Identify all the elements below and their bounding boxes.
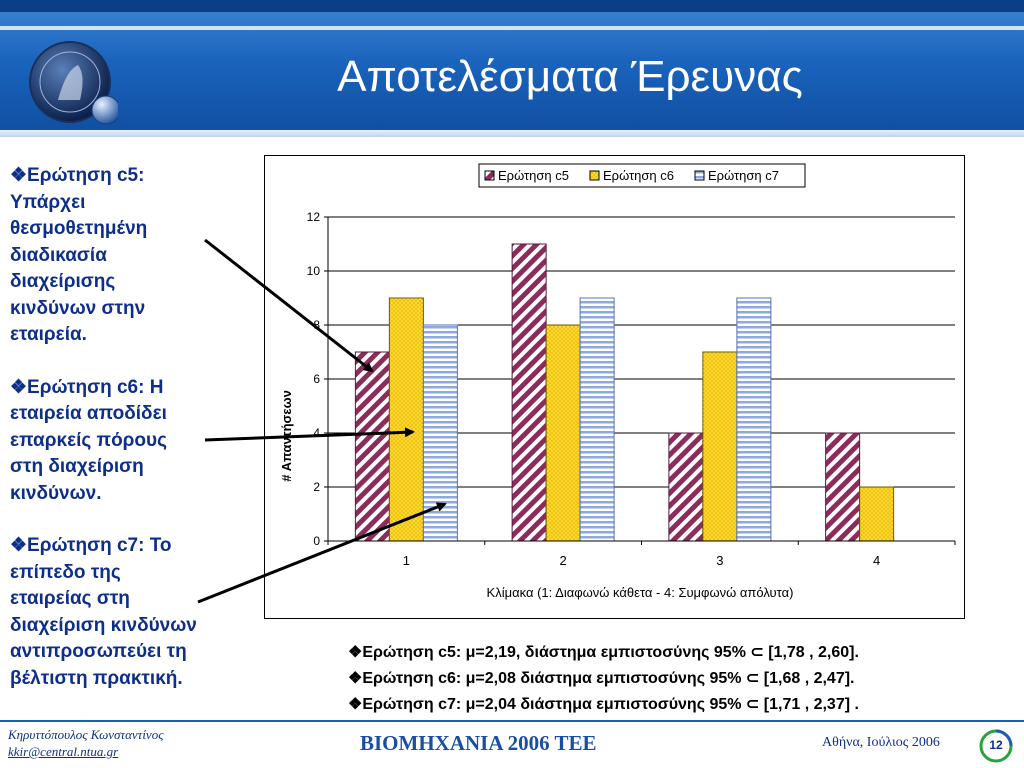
y-tick-label: 2 (313, 480, 320, 494)
x-tick-label: 1 (403, 553, 410, 568)
bar-Ερώτηση-c7-3 (736, 297, 772, 542)
legend-label: Ερώτηση c7 (708, 168, 779, 183)
bar-Ερώτηση-c5-3 (668, 432, 704, 542)
question-c7-text: ❖Ερώτηση c7: Το επίπεδο της εταιρείας στ… (10, 535, 197, 689)
y-tick-label: 6 (313, 372, 320, 386)
y-tick-label: 8 (313, 318, 320, 332)
bar-Ερώτηση-c5-1 (354, 351, 390, 542)
y-tick-label: 12 (307, 210, 321, 224)
stat-line-c7: ❖Ερώτηση c7: μ=2,04 διάστημα εμπιστοσύνη… (348, 696, 859, 713)
bar-Ερώτηση-c5-2 (511, 243, 547, 542)
footer-author: Κηρυττόπουλος Κωνσταντίνος (8, 727, 164, 742)
bar-Ερώτηση-c6-4 (859, 486, 895, 542)
university-logo (29, 41, 118, 125)
legend-label: Ερώτηση c5 (498, 168, 569, 183)
bar-Ερώτηση-c7-2 (579, 297, 615, 542)
bar-Ερώτηση-c6-3 (702, 351, 738, 542)
bar-Ερώτηση-c5-4 (825, 432, 861, 542)
y-tick-label: 0 (313, 534, 320, 548)
slide-title: Αποτελέσματα Έρευνας (337, 52, 803, 101)
stat-line-c6: ❖Ερώτηση c6: μ=2,08 διάστημα εμπιστοσύνη… (348, 670, 855, 687)
statistics-summary: ❖Ερώτηση c5: μ=2,19, διάστημα εμπιστοσύν… (348, 640, 859, 718)
question-c5-text: ❖Ερώτηση c5: Υπάρχει θεσμοθετημένη διαδι… (10, 165, 148, 345)
bar-chart: Ερώτηση c5 Ερώτηση c6 Ερώτηση c7 024681012… (279, 163, 956, 600)
footer-author-block: Κηρυττόπουλος Κωνσταντίνος kkir@central.… (8, 726, 163, 760)
bar-Ερώτηση-c6-2 (545, 324, 581, 542)
footer-divider (0, 720, 1024, 722)
legend-swatch (484, 170, 495, 181)
header-top-band (0, 0, 1024, 12)
chart-x-axis-label: Κλίμακα (1: Διαφωνώ κάθετα - 4: Συμφωνώ … (487, 585, 794, 600)
y-tick-label: 4 (313, 426, 320, 440)
question-c6-text: ❖Ερώτηση c6: Η εταιρεία αποδίδει επαρκεί… (10, 376, 167, 504)
x-tick-label: 4 (873, 553, 880, 568)
page-number-badge (979, 729, 1013, 763)
footer-email-link[interactable]: kkir@central.ntua.gr (8, 744, 119, 759)
legend-swatch (694, 170, 705, 181)
legend-label: Ερώτηση c6 (603, 168, 674, 183)
bar-Ερώτηση-c7-1 (422, 324, 458, 542)
y-tick-label: 10 (307, 264, 321, 278)
footer-event: ΒΙΟΜΗΧΑΝΙΑ 2006 ΤΕΕ (360, 731, 597, 755)
header-bottom-band (0, 130, 1024, 137)
footer-place-date: Αθήνα, Ιούλιος 2006 (822, 735, 940, 750)
legend-swatch (589, 170, 600, 181)
page-number: 12 (989, 738, 1003, 752)
legend-box (478, 163, 806, 188)
chart-bars (354, 243, 895, 542)
chart-y-axis-label: # Απαντήσεων (279, 390, 294, 482)
questions-list: ❖Ερώτηση c5: Υπάρχει θεσμοθετημένη διαδι… (10, 163, 250, 718)
x-tick-label: 2 (560, 553, 567, 568)
x-tick-label: 3 (716, 553, 723, 568)
chart-frame: Ερώτηση c5 Ερώτηση c6 Ερώτηση c7 0 2 4 6 8 10 12… (264, 155, 965, 619)
bar-Ερώτηση-c6-1 (388, 297, 424, 542)
header-banner: Αποτελέσματα Έρευνας (0, 0, 1024, 137)
stat-line-c5: ❖Ερώτηση c5: μ=2,19, διάστημα εμπιστοσύν… (348, 644, 859, 661)
header-divider (0, 26, 1024, 30)
chart-legend: Ερώτηση c5 Ερώτηση c6 Ερώτηση c7 (478, 163, 806, 188)
